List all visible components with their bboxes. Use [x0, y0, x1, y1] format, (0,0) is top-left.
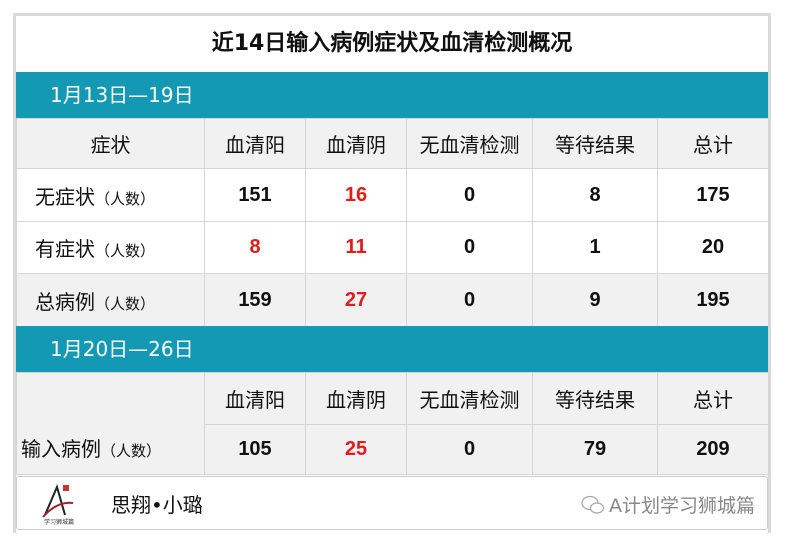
row-label: 有症状（人数）	[16, 221, 205, 274]
column-header: 症状	[16, 118, 205, 169]
wechat-icon	[581, 495, 605, 514]
signature: 思翔•小璐	[111, 493, 203, 517]
cell: 8	[532, 168, 658, 222]
cell: 175	[657, 168, 769, 222]
table-section-2: 输入病例（人数） 血清阳 血清阴 无血清检测 等待结果 总计 105 25 0 …	[16, 372, 769, 475]
cell: 25	[305, 424, 407, 475]
column-header: 等待结果	[532, 118, 658, 169]
cell: 79	[532, 424, 658, 475]
column-header: 总计	[657, 372, 769, 425]
cell: 16	[305, 168, 407, 222]
column-header: 血清阴	[305, 372, 407, 425]
cell: 11	[305, 221, 407, 274]
column-header: 无血清检测	[406, 118, 533, 169]
column-header: 无血清检测	[406, 372, 533, 425]
row-label: 输入病例（人数）	[16, 372, 205, 475]
section-band-2: 1月20日—26日	[16, 326, 768, 372]
report-card: 近14日输入病例症状及血清检测概况 1月13日—19日 症状 血清阳 血清阴 无…	[13, 13, 771, 533]
table-header-row: 症状 血清阳 血清阴 无血清检测 等待结果 总计	[16, 118, 769, 169]
cell: 0	[406, 168, 533, 222]
cell: 209	[657, 424, 769, 475]
cell: 159	[204, 273, 306, 327]
cell: 1	[532, 221, 658, 274]
cell: 0	[406, 273, 533, 327]
cell: 9	[532, 273, 658, 327]
table-row: 总病例（人数） 159 27 0 9 195	[16, 273, 769, 327]
cell: 151	[204, 168, 306, 222]
column-header: 血清阴	[305, 118, 407, 169]
cell: 0	[406, 424, 533, 475]
cell: 27	[305, 273, 407, 327]
logo-text: 学习狮城篇	[44, 518, 74, 525]
cell: 8	[204, 221, 306, 274]
logo-icon: 学习狮城篇	[42, 484, 74, 525]
row-label: 无症状（人数）	[16, 168, 205, 222]
watermark-text: A计划学习狮城篇	[609, 495, 755, 517]
column-header: 总计	[657, 118, 769, 169]
cell: 0	[406, 221, 533, 274]
page-title: 近14日输入病例症状及血清检测概况	[211, 31, 573, 56]
column-header: 血清阳	[204, 372, 306, 425]
table-row: 无症状（人数） 151 16 0 8 175	[16, 168, 769, 222]
table-row: 有症状（人数） 8 11 0 1 20	[16, 221, 769, 274]
column-header: 血清阳	[204, 118, 306, 169]
table-section-1: 症状 血清阳 血清阴 无血清检测 等待结果 总计 无症状（人数） 151 16 …	[16, 118, 769, 327]
cell: 20	[657, 221, 769, 274]
column-header: 等待结果	[532, 372, 658, 425]
row-label: 总病例（人数）	[16, 273, 205, 327]
table-row: 105 25 0 79 209	[17, 424, 769, 475]
table-header-row: 输入病例（人数） 血清阳 血清阴 无血清检测 等待结果 总计	[16, 372, 769, 475]
section-band-1: 1月13日—19日	[16, 72, 768, 118]
watermark: A计划学习狮城篇	[581, 491, 755, 518]
footer: 学习狮城篇 思翔•小璐 A计划学习狮城篇	[16, 476, 768, 530]
cell: 105	[204, 424, 306, 475]
cell: 195	[657, 273, 769, 327]
